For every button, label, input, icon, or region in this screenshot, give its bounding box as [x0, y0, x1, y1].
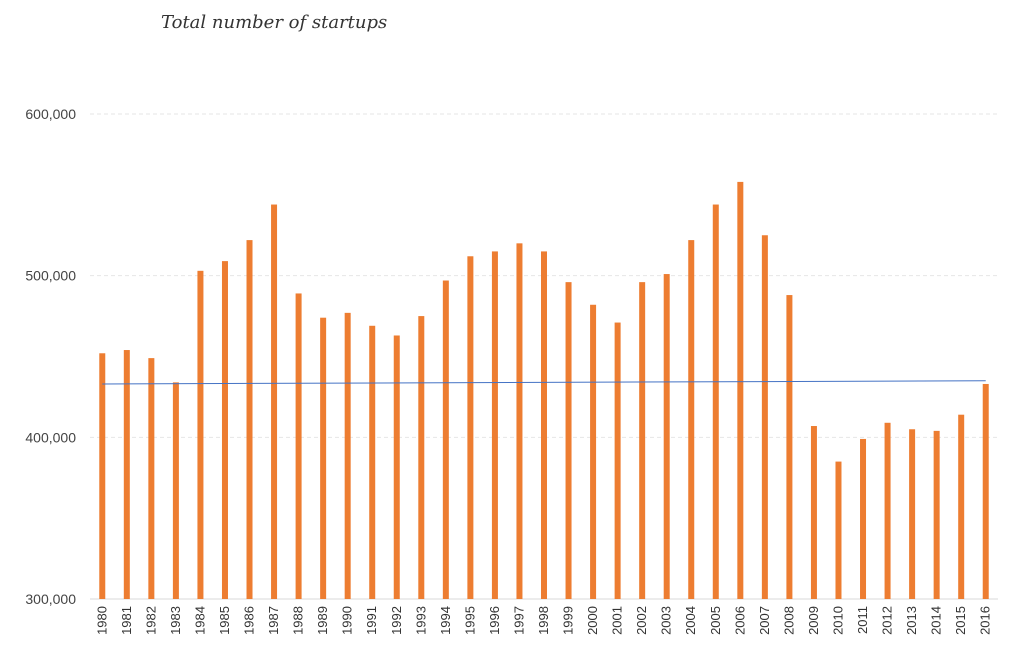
bar-2003 — [663, 274, 670, 599]
x-tick-label: 1997 — [511, 606, 526, 635]
bar-1992 — [393, 335, 400, 599]
trendline — [102, 380, 986, 385]
x-tick-label: 1992 — [389, 606, 404, 635]
x-tick-label: 1995 — [462, 606, 477, 635]
bar-2010 — [835, 461, 842, 599]
x-tick-label: 2005 — [708, 606, 723, 635]
bar-2016 — [982, 383, 989, 599]
x-tick-label: 2008 — [781, 606, 796, 635]
x-tick-label: 1985 — [217, 606, 232, 635]
trendline-path — [102, 380, 986, 385]
x-tick-label: 1984 — [192, 606, 207, 635]
bar-2008 — [786, 295, 793, 599]
bar-2012 — [884, 422, 891, 599]
x-tick-label: 2004 — [683, 606, 698, 635]
x-tick-label: 1998 — [536, 606, 551, 635]
x-tick-label: 2007 — [757, 606, 772, 635]
x-tick-label: 2015 — [953, 606, 968, 635]
x-tick-label: 1991 — [364, 606, 379, 635]
bar-1987 — [271, 204, 278, 600]
x-tick-label: 2006 — [732, 606, 747, 635]
bar-1988 — [295, 293, 302, 599]
bar-1982 — [148, 358, 155, 599]
bar-1999 — [565, 282, 572, 599]
x-tick-label: 1996 — [487, 606, 502, 635]
x-tick-label: 1982 — [143, 606, 158, 635]
y-tick-label: 500,000 — [25, 268, 76, 284]
x-tick-label: 1983 — [168, 606, 183, 635]
y-tick-label: 400,000 — [25, 429, 76, 445]
x-tick-label: 1994 — [438, 606, 453, 635]
bar-1998 — [541, 251, 547, 599]
x-tick-label: 2016 — [978, 606, 993, 635]
bar-2001 — [614, 322, 621, 599]
bar-2000 — [590, 304, 597, 599]
bar-1996 — [491, 251, 498, 599]
bar-1990 — [344, 312, 351, 599]
bar-2005 — [712, 204, 719, 600]
x-tick-label: 1986 — [242, 606, 257, 635]
x-tick-label: 2010 — [830, 606, 845, 635]
bar-1994 — [442, 280, 449, 599]
gridlines — [90, 113, 998, 438]
bar-1993 — [418, 316, 425, 599]
bar-2006 — [737, 181, 744, 599]
bar-1989 — [320, 317, 327, 599]
x-tick-label: 1990 — [340, 606, 355, 635]
x-tick-label: 2013 — [904, 606, 919, 635]
bar-1986 — [246, 240, 253, 599]
bar-2009 — [810, 426, 817, 599]
bar-1981 — [123, 350, 130, 599]
y-axis: 300,000 400,000 500,000 600,000 — [25, 106, 998, 607]
x-tick-label: 2012 — [880, 606, 895, 635]
y-tick-label: 600,000 — [25, 106, 76, 122]
x-tick-label: 1999 — [561, 606, 576, 635]
x-tick-label: 2001 — [610, 606, 625, 635]
x-axis: 1980 1981 1982 1983 1984 1985 1986 1987 1988 1989… — [94, 606, 992, 635]
bar-2013 — [909, 429, 916, 599]
x-tick-label: 1993 — [413, 606, 428, 635]
y-tick-label: 300,000 — [25, 591, 76, 607]
x-tick-label: 1987 — [266, 606, 281, 635]
x-tick-label: 1988 — [291, 606, 306, 635]
x-tick-label: 2000 — [585, 606, 600, 635]
x-tick-label: 2003 — [659, 606, 674, 635]
x-tick-label: 2014 — [929, 606, 944, 635]
bar-2004 — [688, 240, 695, 599]
bar-2011 — [860, 438, 867, 599]
bar-1980 — [99, 353, 106, 599]
bar-1983 — [172, 382, 179, 599]
bar-1991 — [369, 325, 376, 599]
bar-1985 — [221, 261, 228, 599]
bar-1995 — [467, 256, 474, 599]
x-tick-label: 1980 — [94, 606, 109, 635]
x-tick-label: 2002 — [634, 606, 649, 635]
x-tick-label: 1989 — [315, 606, 330, 635]
bar-2015 — [958, 414, 965, 599]
bar-1984 — [197, 270, 204, 599]
bar-1997 — [516, 243, 523, 600]
bar-2014 — [933, 430, 940, 599]
x-tick-label: 1981 — [119, 606, 134, 635]
chart-title: Total number of startups — [161, 12, 388, 33]
bars — [99, 181, 989, 600]
bar-2007 — [761, 235, 768, 599]
x-tick-label: 2011 — [855, 606, 870, 634]
bar-2002 — [639, 282, 646, 599]
x-tick-label: 2009 — [806, 606, 821, 635]
